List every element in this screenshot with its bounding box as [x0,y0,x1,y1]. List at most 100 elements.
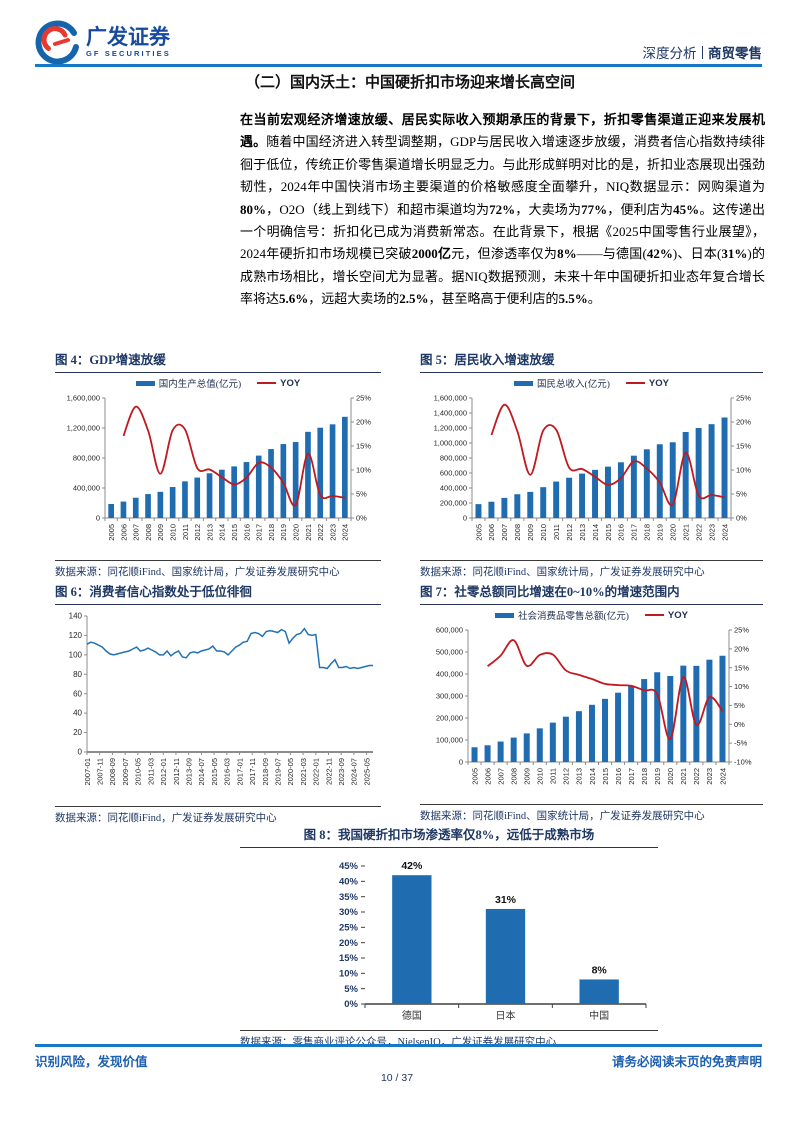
page-number: 10 / 37 [380,1072,414,1084]
report-category-tag: 深度分析 商贸零售 [643,42,762,62]
svg-text:15%: 15% [736,442,751,451]
paragraph-run: 8% [557,246,577,262]
svg-text:2008: 2008 [144,524,153,541]
paragraph-run: 45% [673,201,700,217]
svg-text:1,400,000: 1,400,000 [434,409,467,418]
yoy-line-series [487,639,724,740]
svg-text:2015: 2015 [604,524,613,541]
svg-text:2017-11: 2017-11 [248,758,257,785]
svg-text:45%: 45% [339,861,359,872]
svg-text:200,000: 200,000 [436,714,463,723]
svg-text:2015: 2015 [230,524,239,541]
svg-text:2022-01: 2022-01 [312,758,321,786]
svg-text:德国: 德国 [402,1009,422,1022]
legend-label: YOY [648,377,669,389]
svg-text:2021: 2021 [304,524,313,541]
figure-5-title: 图 5：居民收入增速放缓 [420,347,763,373]
svg-text:40: 40 [73,709,82,718]
svg-text:300,000: 300,000 [436,692,463,701]
svg-text:2007-01: 2007-01 [83,758,92,786]
svg-text:2013-09: 2013-09 [184,758,193,786]
paragraph-run: ，便利店为 [607,201,674,217]
svg-text:400,000: 400,000 [73,484,100,493]
svg-text:0: 0 [78,748,83,757]
svg-text:2017: 2017 [255,524,264,541]
svg-text:15%: 15% [734,663,749,672]
paragraph-run: ，O2O（线上到线下）和超市渠道均为 [266,201,490,217]
tag-divider [701,45,703,59]
svg-text:2005: 2005 [470,768,479,785]
paragraph-run: 元，但渗透率仅为 [451,246,558,262]
svg-text:40%: 40% [339,877,359,888]
svg-text:140: 140 [69,612,83,621]
svg-text:2011: 2011 [181,524,190,540]
svg-text:0: 0 [96,514,100,523]
svg-text:中国: 中国 [589,1009,609,1022]
svg-text:30%: 30% [339,907,359,918]
svg-text:2023: 2023 [705,768,714,785]
svg-text:400,000: 400,000 [436,670,463,679]
svg-text:2023-09: 2023-09 [337,758,346,786]
body-paragraph: 在当前宏观经济增速放缓、居民实际收入预期承压的背景下，折扣零售渠道正迎来发展机遇… [240,109,765,311]
legend-item: YOY [257,378,300,389]
svg-text:2006: 2006 [487,524,496,541]
svg-text:2012-11: 2012-11 [172,758,181,785]
gdp-combo-chart: 0 400,000 800,000 1,200,000 1,600,000 0% 5% 10%… [67,394,372,541]
paragraph-run: 。 [587,291,601,307]
svg-text:2015-05: 2015-05 [210,758,219,786]
header-rule [35,64,762,67]
footer-disclaimer-note: 请务必阅读末页的免责声明 [611,1055,762,1069]
svg-text:2024: 2024 [341,524,350,541]
svg-text:2020: 2020 [669,524,678,541]
legend-label: YOY [280,377,301,389]
svg-text:2008: 2008 [509,768,518,785]
svg-text:2018: 2018 [643,524,652,541]
svg-text:2013: 2013 [575,768,584,785]
figure-6-title: 图 6：消费者信心指数处于低位徘徊 [55,579,381,605]
logo-en-text: GF SECURITIES [86,48,171,58]
svg-text:2013: 2013 [205,524,214,541]
svg-text:2009-07: 2009-07 [121,758,130,786]
figure-7-source: 数据来源：同花顺iFind、国家统计局，广发证券发展研究中心 [420,804,763,823]
svg-text:2007: 2007 [132,524,141,541]
svg-text:2012: 2012 [565,524,574,541]
svg-text:2009: 2009 [156,524,165,541]
svg-text:-10%: -10% [734,758,752,767]
svg-text:20: 20 [73,728,82,737]
svg-text:2021: 2021 [679,768,688,785]
svg-text:-5%: -5% [734,739,748,748]
svg-text:2019: 2019 [279,524,288,541]
svg-text:2007: 2007 [500,524,509,541]
svg-text:2019: 2019 [656,524,665,541]
svg-text:2013: 2013 [578,524,587,541]
svg-text:2011-03: 2011-03 [146,758,155,785]
svg-text:400,000: 400,000 [440,484,467,493]
gf-securities-logo: 广发证券 GF SECURITIES [35,20,171,64]
paragraph-run: ，甚至略高于便利店的 [428,291,559,307]
gni-combo-chart: 0 200,000 400,000 600,000 800,000 1,000,000 1,… [434,394,752,541]
svg-text:20%: 20% [736,418,751,427]
figure-8-title: 图 8：我国硬折扣市场渗透率仅8%，远低于成熟市场 [240,822,658,848]
svg-text:25%: 25% [736,394,751,403]
svg-text:2019: 2019 [653,768,662,785]
svg-text:2017: 2017 [630,524,639,541]
svg-text:5%: 5% [356,490,367,499]
svg-text:2016: 2016 [242,524,251,541]
svg-text:2011: 2011 [552,524,561,540]
figure-4-legend: 国内生产总值(亿元) YOY [55,374,381,392]
svg-text:2024-07: 2024-07 [350,758,359,786]
svg-text:2022: 2022 [694,524,703,541]
svg-text:2024: 2024 [718,768,727,785]
svg-text:2012: 2012 [562,768,571,785]
svg-text:800,000: 800,000 [440,454,467,463]
svg-text:2019-07: 2019-07 [273,758,282,786]
figure-6-consumer-confidence: 图 6：消费者信心指数处于低位徘徊 0 20 40 60 80 100 120 140 2007… [55,579,381,825]
svg-text:2014: 2014 [591,524,600,541]
svg-text:2007-11: 2007-11 [96,758,105,785]
svg-text:2012-01: 2012-01 [159,758,168,786]
svg-text:5%: 5% [736,490,747,499]
confidence-line-series [86,627,373,670]
svg-text:2022: 2022 [692,768,701,785]
svg-text:1,600,000: 1,600,000 [67,394,100,403]
